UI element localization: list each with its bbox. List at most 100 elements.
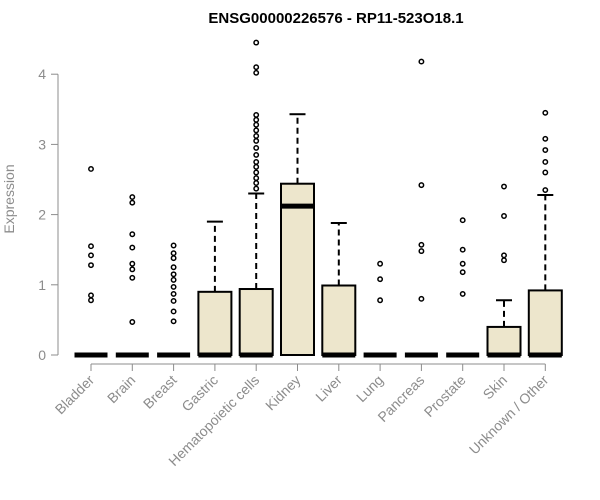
outlier-point xyxy=(88,166,94,172)
x-tick-label: Skin xyxy=(480,372,511,403)
outlier-point xyxy=(253,175,260,182)
outlier-point xyxy=(377,276,384,283)
outlier-point xyxy=(88,243,94,250)
outlier-point xyxy=(418,58,425,65)
outlier-point xyxy=(501,183,507,190)
box-lung xyxy=(363,260,397,358)
outlier-point xyxy=(170,264,177,271)
box-unknown-other xyxy=(527,109,563,358)
outlier-point xyxy=(253,133,260,139)
y-tick-label: 1 xyxy=(38,277,46,293)
outlier-point xyxy=(542,169,549,176)
outlier-point xyxy=(129,244,136,251)
outlier-point xyxy=(253,144,260,151)
box-body xyxy=(197,290,233,357)
outlier-point xyxy=(253,185,260,192)
x-tick-label: Liver xyxy=(312,372,345,405)
x-tick-label: Kidney xyxy=(262,372,304,414)
outlier-point xyxy=(377,260,384,267)
outlier-point xyxy=(129,231,136,238)
outlier-point xyxy=(253,159,260,165)
outlier-point xyxy=(253,163,260,170)
outlier-point xyxy=(501,213,507,219)
outlier-point xyxy=(542,187,549,193)
outlier-point xyxy=(377,297,384,304)
box-kidney xyxy=(280,113,315,356)
box-bladder xyxy=(74,166,108,358)
box-body xyxy=(527,289,563,356)
outlier-point xyxy=(129,274,136,281)
outlier-point xyxy=(459,290,466,297)
outlier-point xyxy=(418,182,425,189)
outlier-point xyxy=(253,39,260,46)
box-hematopoietic-cells xyxy=(238,39,274,358)
outlier-point xyxy=(170,276,177,283)
box-prostate xyxy=(446,217,480,358)
box-skin xyxy=(486,183,522,358)
box-body xyxy=(238,288,274,356)
outlier-point xyxy=(170,308,177,315)
outlier-point xyxy=(418,248,425,255)
outlier-point xyxy=(253,137,260,144)
y-axis-label: Expression xyxy=(1,164,17,233)
box-body xyxy=(280,182,315,356)
y-tick-label: 4 xyxy=(38,66,46,82)
outlier-point xyxy=(253,127,260,134)
outlier-point xyxy=(418,241,425,248)
outlier-point xyxy=(170,255,177,262)
outlier-point xyxy=(253,69,260,76)
outlier-point xyxy=(459,217,466,224)
outlier-point xyxy=(88,292,94,299)
outlier-point xyxy=(459,269,466,276)
box-breast xyxy=(157,242,191,358)
outlier-point xyxy=(501,252,507,259)
outlier-point xyxy=(129,266,136,273)
outlier-point xyxy=(170,290,177,297)
box-liver xyxy=(321,222,357,358)
outlier-point xyxy=(170,250,177,257)
outlier-point xyxy=(253,151,260,158)
outlier-point xyxy=(170,271,177,278)
outlier-point xyxy=(129,260,136,267)
y-tick-label: 3 xyxy=(38,136,46,152)
y-tick-label: 2 xyxy=(38,207,46,223)
y-axis: 0 1 2 3 4 xyxy=(38,66,59,363)
boxes-layer xyxy=(74,39,563,358)
outlier-point xyxy=(253,64,260,71)
outlier-point xyxy=(542,135,549,142)
outlier-point xyxy=(129,199,136,206)
x-tick-label: Brain xyxy=(104,372,138,406)
outlier-point xyxy=(88,262,94,269)
x-tick-label: Lung xyxy=(353,372,386,405)
outlier-point xyxy=(88,297,94,304)
box-body xyxy=(486,325,522,357)
outlier-point xyxy=(501,257,507,264)
outlier-point xyxy=(542,147,549,153)
outlier-point xyxy=(253,121,260,128)
outlier-point xyxy=(253,169,260,176)
x-tick-label: Prostate xyxy=(421,372,469,420)
outlier-point xyxy=(459,246,466,253)
outlier-point xyxy=(459,260,466,267)
box-body xyxy=(321,284,357,357)
box-pancreas xyxy=(404,58,438,358)
outlier-point xyxy=(88,252,94,259)
outlier-point xyxy=(170,297,177,304)
box-gastric xyxy=(197,220,233,358)
outlier-point xyxy=(542,109,549,116)
outlier-point xyxy=(129,319,136,325)
box-brain xyxy=(115,194,149,358)
outlier-point xyxy=(129,194,136,201)
y-tick-label: 0 xyxy=(38,347,46,363)
outlier-point xyxy=(542,159,549,165)
outlier-point xyxy=(170,242,177,249)
outlier-point xyxy=(253,116,260,123)
outlier-point xyxy=(253,180,260,186)
chart-title: ENSG00000226576 - RP11-523O18.1 xyxy=(208,10,463,27)
outlier-point xyxy=(170,318,177,325)
outlier-point xyxy=(418,295,425,302)
outlier-point xyxy=(170,283,177,290)
outlier-point xyxy=(253,111,260,118)
